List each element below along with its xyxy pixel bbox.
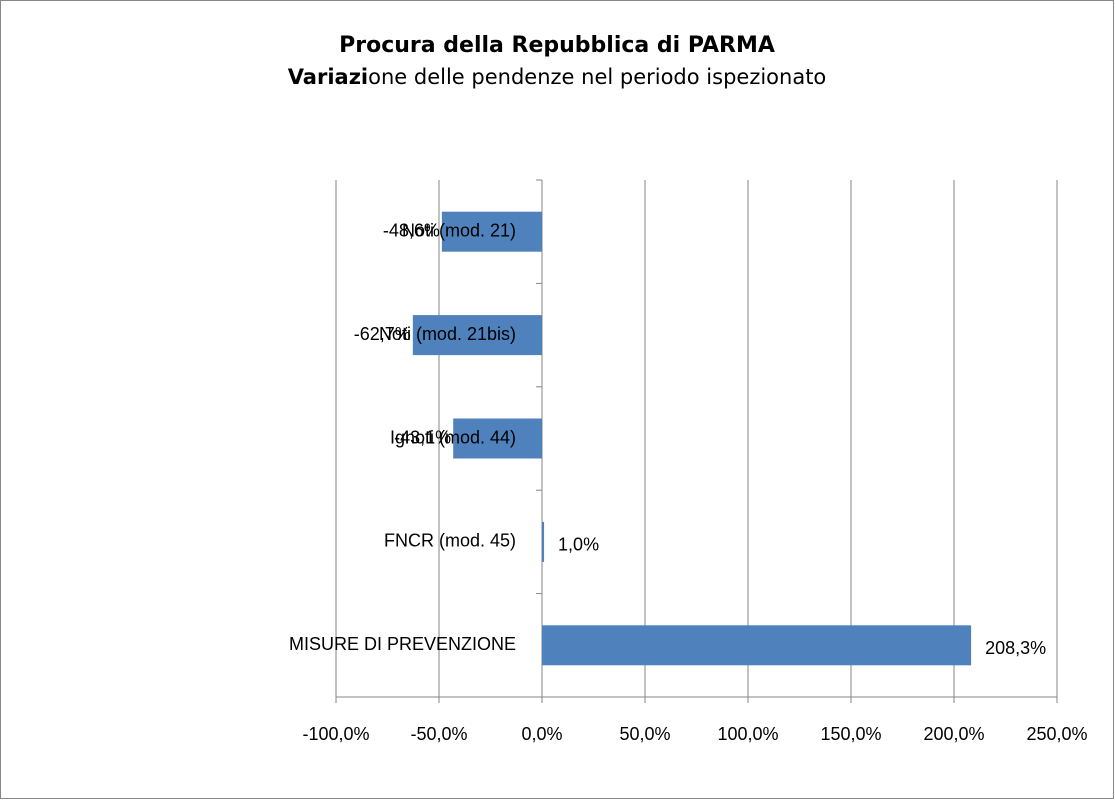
category-label: MISURE DI PREVENZIONE — [289, 634, 516, 654]
value-label: -48,6% — [383, 220, 440, 240]
chart-title: Procura della Repubblica di PARMA — [339, 33, 775, 58]
bar — [542, 521, 545, 562]
subtitle-rest: one delle pendenze nel periodo ispeziona… — [368, 65, 826, 89]
x-tick-label: 50,0% — [619, 724, 670, 744]
category-label: Noti (mod. 21bis) — [379, 324, 516, 344]
x-tick-label: 100,0% — [717, 724, 778, 744]
category-label: FNCR (mod. 45) — [384, 531, 516, 551]
x-tick-label: -50,0% — [410, 724, 467, 744]
x-tick-label: 0,0% — [521, 724, 562, 744]
x-tick-label: -100,0% — [302, 724, 369, 744]
bar — [441, 211, 542, 252]
value-label: 208,3% — [985, 638, 1046, 658]
value-label: 1,0% — [558, 535, 599, 555]
x-tick-label: 250,0% — [1026, 724, 1087, 744]
subtitle-bold: Variazi — [288, 65, 368, 89]
x-tick-label: 150,0% — [820, 724, 881, 744]
bar — [453, 418, 542, 459]
value-label: -43,1% — [394, 427, 451, 447]
bar — [542, 625, 972, 666]
x-tick-label: 200,0% — [923, 724, 984, 744]
value-label: -62,7% — [354, 324, 411, 344]
category-label: Noti (mod. 21) — [402, 220, 516, 240]
category-label: Ignoti (mod. 44) — [390, 427, 516, 447]
bar — [412, 315, 542, 356]
chart-subtitle: Variazione delle pendenze nel periodo is… — [288, 65, 827, 89]
